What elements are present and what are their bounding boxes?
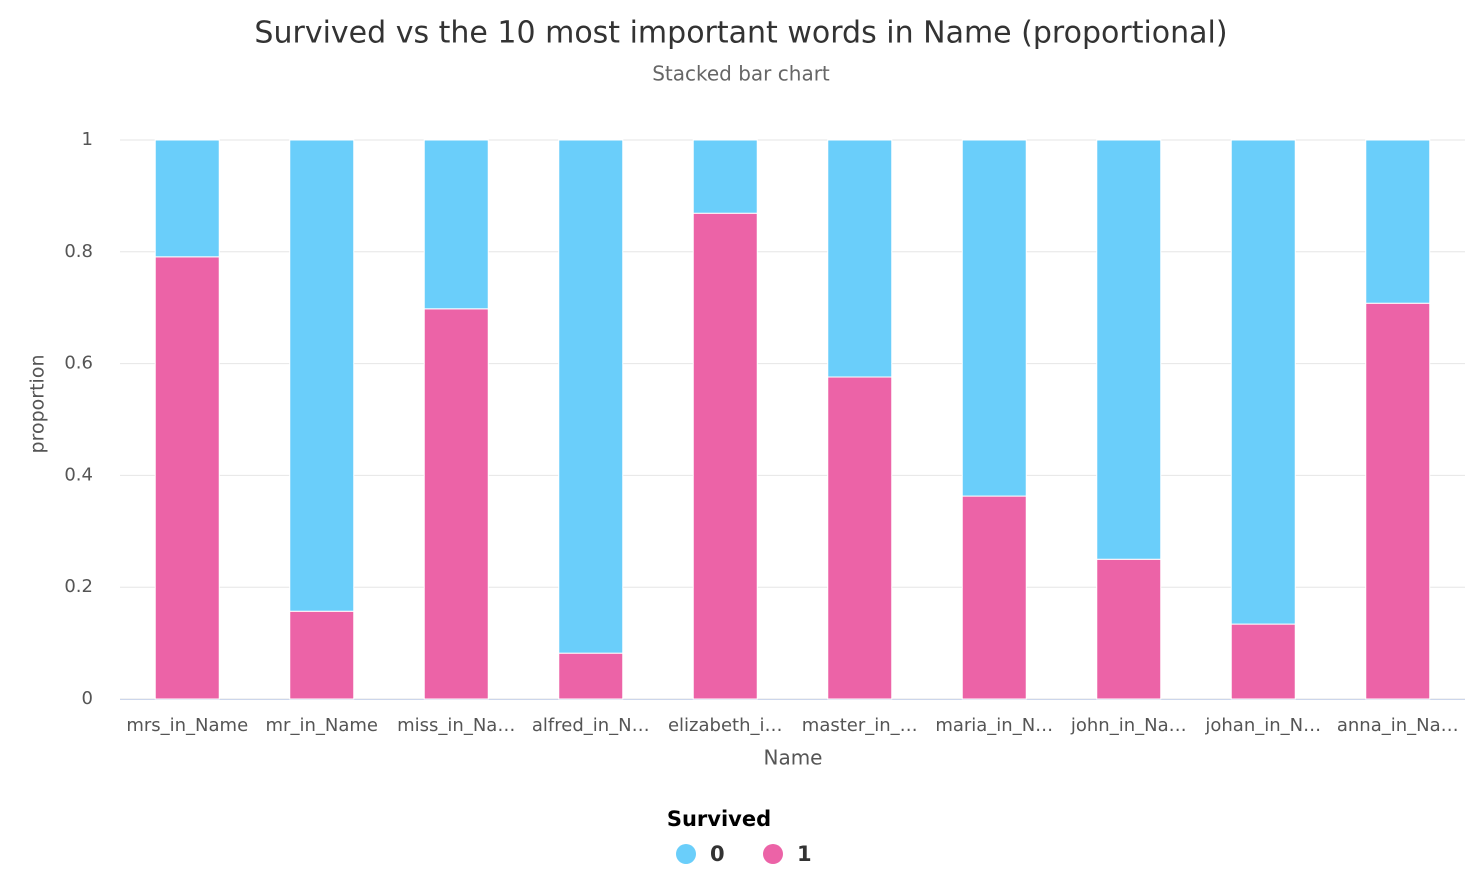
- y-tick-label: 0.6: [64, 353, 93, 374]
- bar-segment: [961, 139, 1027, 497]
- legend-label[interactable]: 1: [797, 842, 812, 866]
- bar-segment: [692, 139, 758, 214]
- bar-segment: [558, 139, 624, 654]
- bar-segment: [1365, 139, 1431, 304]
- y-tick-label: 1: [82, 129, 93, 150]
- bar-segment: [1096, 139, 1162, 560]
- bar-segment: [289, 610, 355, 700]
- bar-segment: [827, 139, 893, 378]
- legend-marker: [676, 844, 696, 864]
- y-tick-label: 0: [82, 688, 93, 709]
- legend-label[interactable]: 0: [710, 842, 725, 866]
- bar-segment: [423, 308, 489, 700]
- bar-segment: [1230, 139, 1296, 625]
- bar-segment: [1365, 302, 1431, 700]
- bar-segment: [558, 652, 624, 700]
- bar-segment: [692, 212, 758, 700]
- x-tick-label: miss_in_Na…: [397, 715, 515, 736]
- bar-segment: [961, 495, 1027, 700]
- x-tick-label: master_in_…: [802, 715, 918, 736]
- x-tick-label: johan_in_N…: [1204, 715, 1321, 736]
- x-tick-label: mr_in_Name: [266, 715, 378, 736]
- legend-title: Survived: [667, 807, 771, 831]
- x-tick-label: alfred_in_N…: [532, 715, 650, 736]
- chart-subtitle: Stacked bar chart: [652, 62, 830, 86]
- y-tick-label: 0.4: [64, 464, 93, 485]
- bar-segment: [827, 376, 893, 700]
- bar-segment: [289, 139, 355, 612]
- bar-segment: [423, 139, 489, 310]
- x-tick-label: anna_in_Na…: [1337, 715, 1459, 736]
- x-tick-label: mrs_in_Name: [126, 715, 248, 736]
- bar-segment: [154, 139, 220, 258]
- y-tick-label: 0.8: [64, 241, 93, 262]
- x-tick-label: maria_in_N…: [935, 715, 1053, 736]
- x-tick-label: elizabeth_i…: [668, 715, 783, 736]
- bar-segment: [1096, 558, 1162, 700]
- x-axis-title: Name: [763, 746, 822, 770]
- legend-marker: [763, 844, 783, 864]
- bar-segment: [1230, 623, 1296, 700]
- x-tick-label: john_in_Na…: [1070, 715, 1187, 736]
- bar-segment: [154, 256, 220, 700]
- chart-title: Survived vs the 10 most important words …: [254, 16, 1227, 51]
- y-tick-label: 0.2: [64, 576, 93, 597]
- y-axis-title: proportion: [27, 355, 49, 454]
